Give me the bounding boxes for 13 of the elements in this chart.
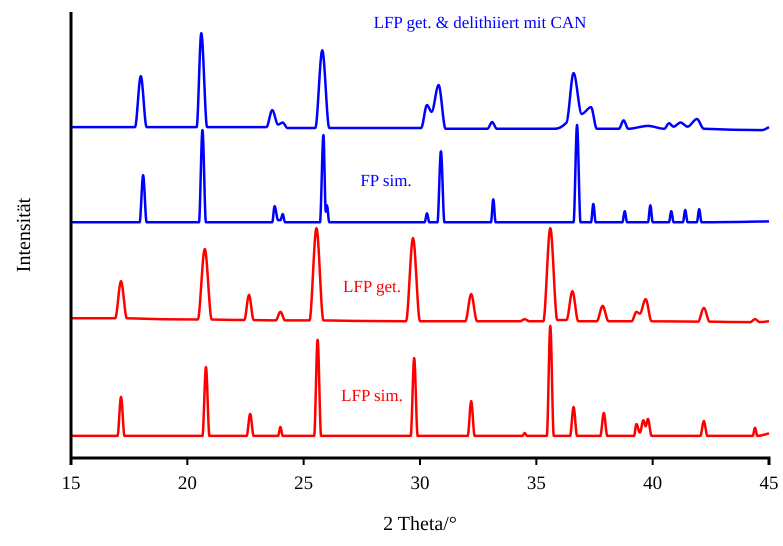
series-label: FP sim. <box>360 171 412 190</box>
x-axis-title: 2 Theta/° <box>383 513 457 535</box>
x-tick-label: 35 <box>526 472 546 494</box>
x-tick-label: 15 <box>62 472 80 494</box>
x-tick-label: 25 <box>294 472 314 494</box>
series-label: LFP sim. <box>341 386 403 405</box>
x-tick-label: 30 <box>410 472 430 494</box>
x-tick-label: 20 <box>178 472 197 494</box>
y-axis-title: Intensität <box>13 197 35 272</box>
text: LFP get. & delithiiert mit CAN <box>374 13 586 32</box>
x-tick-label: 40 <box>643 472 662 494</box>
series-label: LFP get. <box>343 277 401 296</box>
x-tick-label: 45 <box>760 472 778 494</box>
